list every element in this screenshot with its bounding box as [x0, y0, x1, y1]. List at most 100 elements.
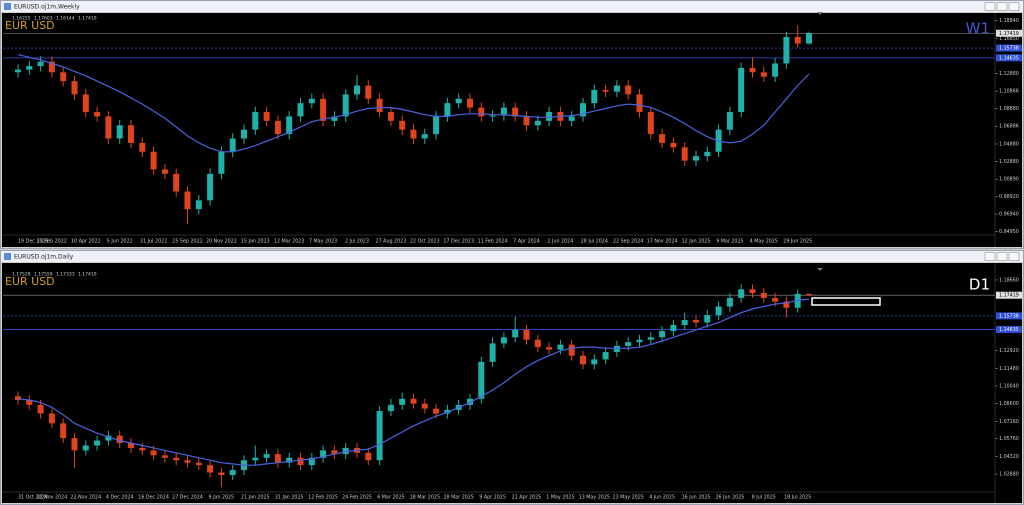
ohlc-header: 1.17603 — [34, 16, 53, 22]
candle-body — [263, 454, 270, 458]
candle-body — [433, 116, 440, 135]
window-button[interactable] — [996, 252, 1008, 261]
candle-body — [534, 339, 541, 348]
y-tick-label: 1.08600 — [999, 401, 1019, 407]
x-tick-label: 19 Dec 2021 — [18, 239, 49, 245]
y-tick-label: 1.18660 — [999, 277, 1019, 283]
candle-body — [297, 103, 304, 117]
candle-body — [704, 151, 711, 157]
price-level-label: 1.15738 — [999, 313, 1019, 319]
x-tick-label: 27 Dec 2024 — [172, 495, 203, 501]
candle-body — [207, 465, 214, 473]
candle-body — [161, 169, 168, 174]
candle-body — [71, 438, 78, 451]
candle-body — [274, 120, 281, 135]
candle-body — [218, 472, 225, 475]
candle-body — [625, 342, 632, 346]
candle-body — [286, 457, 293, 463]
candle-body — [421, 134, 428, 139]
candle-body — [342, 94, 349, 117]
candle-body — [207, 173, 214, 201]
candle-body — [399, 120, 406, 130]
chart-panel — [2, 263, 1022, 503]
candle-body — [94, 112, 101, 117]
candle-body — [365, 85, 372, 99]
x-tick-label: 15 Jan 2023 — [241, 239, 270, 245]
x-tick-label: 13 Feb 2022 — [37, 239, 67, 245]
candle-body — [218, 151, 225, 174]
y-tick-label: 1.08880 — [999, 106, 1019, 112]
y-tick-label: 1.11480 — [999, 366, 1019, 372]
ohlc-header: 1.17559 — [34, 272, 53, 278]
candle-body — [794, 36, 801, 44]
candle-body — [534, 120, 541, 126]
candle-body — [252, 457, 259, 461]
candle-body — [772, 63, 779, 77]
x-tick-label: 2 Jun 2024 — [547, 239, 573, 245]
x-tick-label: 4 Dec 2024 — [106, 495, 134, 501]
x-tick-label: 21 Jan 2025 — [241, 495, 270, 501]
candle-body — [602, 89, 609, 92]
candle-body — [602, 352, 609, 360]
candle-body — [229, 138, 236, 152]
candle-body — [738, 67, 745, 113]
x-tick-label: 10 Apr 2022 — [71, 239, 101, 245]
candle-body — [161, 455, 168, 458]
x-tick-label: 12 Feb 2025 — [308, 495, 338, 501]
candle-body — [150, 151, 157, 170]
candle-body — [659, 331, 666, 338]
candle-body — [500, 337, 507, 344]
price-level-tag — [996, 312, 1022, 320]
ohlc-header: 1.16255 — [12, 16, 31, 22]
window-button[interactable] — [1008, 252, 1020, 261]
candle-body — [184, 460, 191, 463]
candle-body — [410, 398, 417, 404]
candle-body — [308, 457, 315, 466]
price-level-tag — [996, 44, 1022, 52]
candle-body — [150, 450, 157, 456]
x-tick-label: 9 Apr 2025 — [479, 495, 506, 501]
x-tick-label: 23 May 2025 — [613, 495, 644, 501]
candle-body — [60, 423, 67, 439]
x-tick-label: 28 Mar 2025 — [443, 495, 473, 501]
candle-body — [444, 103, 451, 117]
candle-body — [568, 344, 575, 356]
y-tick-label: 0.94950 — [999, 229, 1019, 235]
window-title: EURUSD.oj1m,Weekly — [14, 4, 80, 11]
y-tick-label: 1.12860 — [999, 71, 1019, 77]
y-tick-label: 1.00890 — [999, 177, 1019, 183]
candle-body — [195, 462, 202, 466]
y-tick-label: 1.02880 — [999, 472, 1019, 478]
price-level-label: 1.15738 — [999, 46, 1019, 52]
ohlc-header: 1.17419 — [78, 16, 97, 22]
candle-body — [48, 413, 55, 424]
window-button[interactable] — [1008, 2, 1020, 11]
window-button[interactable] — [984, 2, 996, 11]
window-button[interactable] — [984, 252, 996, 261]
x-tick-label: 24 Feb 2025 — [342, 495, 372, 501]
x-tick-label: 21 Apr 2025 — [512, 495, 542, 501]
candle-body — [376, 411, 383, 461]
candle-body — [229, 470, 236, 475]
candle-body — [478, 107, 485, 117]
candle-body — [580, 103, 586, 117]
candle-body — [15, 69, 21, 73]
y-tick-label: 1.05760 — [999, 436, 1019, 442]
candle-body — [184, 191, 191, 210]
candle-body — [670, 142, 677, 148]
candle-body — [806, 293, 812, 296]
candle-body — [591, 89, 598, 104]
window-button[interactable] — [996, 2, 1008, 11]
candle-body — [365, 452, 372, 461]
moving-average — [17, 54, 810, 153]
candle-body — [60, 72, 67, 82]
x-tick-label: 18 Jul 2025 — [784, 495, 811, 501]
x-tick-label: 9 Mar 2025 — [716, 239, 743, 245]
y-tick-label: 1.06886 — [999, 124, 1019, 130]
window-title: EURUSD.oj1m,Daily — [14, 254, 74, 261]
x-tick-label: 12 Nov 2024 — [37, 495, 68, 501]
y-tick-label: 1.12920 — [999, 348, 1019, 354]
candle-body — [320, 98, 327, 121]
candle-body — [173, 173, 180, 192]
